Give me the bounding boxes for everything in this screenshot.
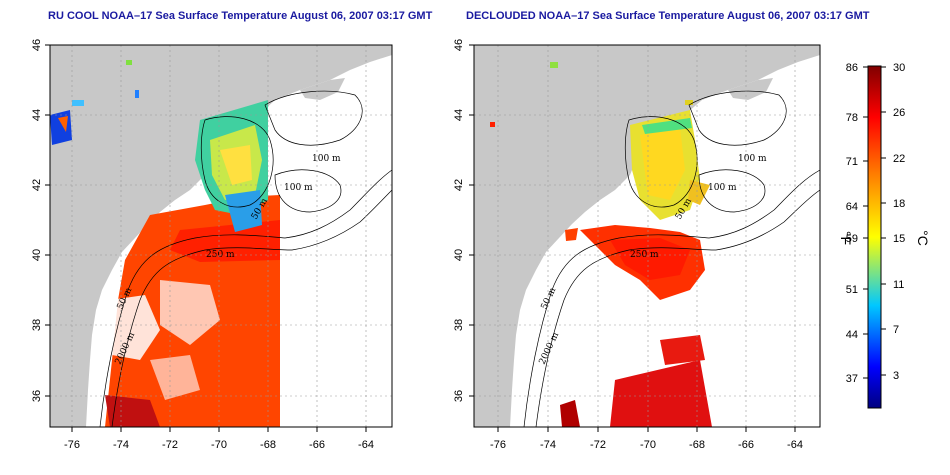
right-land <box>474 45 820 427</box>
celsius-tick-label: 3 <box>893 370 899 382</box>
x-tick-label: -66 <box>309 439 325 451</box>
y-tick-label: 42 <box>31 179 43 191</box>
fahrenheit-tick-label: 86 <box>846 62 858 74</box>
celsius-tick-label: 26 <box>893 107 905 119</box>
x-tick-label: -76 <box>64 439 80 451</box>
left-land <box>50 45 392 427</box>
fahrenheit-tick-label: 44 <box>846 329 858 341</box>
y-tick-label: 42 <box>453 179 465 191</box>
colorbar: 86 78 71 64 59 51 44 37 30 26 22 18 15 1… <box>838 62 931 409</box>
left-grid <box>50 45 392 427</box>
celsius-tick-label: 11 <box>893 279 904 291</box>
x-tick-label: -70 <box>640 439 656 451</box>
y-tick-label: 46 <box>453 39 465 51</box>
left-sst-swath <box>50 60 280 427</box>
x-tick-label: -72 <box>590 439 606 451</box>
x-tick-label: -68 <box>689 439 705 451</box>
celsius-tick-label: 22 <box>893 153 905 165</box>
left-y-tick-labels: 36 38 40 42 44 46 <box>31 39 43 402</box>
left-map-title: RU COOL NOAA–17 Sea Surface Temperature … <box>48 10 433 22</box>
fahrenheit-unit-label: °F <box>838 231 854 245</box>
fahrenheit-tick-label: 64 <box>846 201 858 213</box>
right-y-tick-labels: 36 38 40 42 44 46 <box>453 39 465 402</box>
celsius-tick-label: 18 <box>893 198 905 210</box>
x-tick-label: -64 <box>358 439 374 451</box>
right-x-tick-labels: -76 -74 -72 -70 -68 -66 -64 <box>490 439 803 451</box>
colorbar-f-labels: 86 78 71 64 59 51 44 37 <box>846 62 858 385</box>
x-tick-label: -70 <box>211 439 227 451</box>
right-tick-marks <box>469 44 796 432</box>
fahrenheit-tick-label: 59 <box>846 233 858 245</box>
y-tick-label: 40 <box>453 249 465 261</box>
fahrenheit-tick-label: 71 <box>846 156 858 168</box>
celsius-tick-label: 15 <box>893 233 905 245</box>
left-bathymetry-contours <box>99 90 392 427</box>
contour-label: 100 m <box>708 183 737 193</box>
colorbar-ramp <box>867 65 882 409</box>
celsius-unit-label: °C <box>915 230 931 246</box>
right-grid <box>474 45 820 427</box>
right-map-title: DECLOUDED NOAA–17 Sea Surface Temperatur… <box>466 10 870 22</box>
x-tick-label: -72 <box>162 439 178 451</box>
y-tick-label: 38 <box>453 319 465 331</box>
x-tick-label: -76 <box>490 439 506 451</box>
y-tick-label: 44 <box>31 109 43 121</box>
x-tick-label: -74 <box>113 439 129 451</box>
right-map: 100 m 100 m 50 m 250 m 50 m 2000 m <box>453 39 821 451</box>
left-nova-scotia <box>300 78 345 100</box>
left-x-tick-labels: -76 -74 -72 -70 -68 -66 -64 <box>64 439 374 451</box>
right-nova-scotia <box>728 78 773 100</box>
x-tick-label: -74 <box>540 439 556 451</box>
right-frame <box>473 44 821 428</box>
y-tick-label: 38 <box>31 319 43 331</box>
x-tick-label: -64 <box>787 439 803 451</box>
fahrenheit-tick-label: 51 <box>846 284 858 296</box>
y-tick-label: 36 <box>31 390 43 402</box>
fahrenheit-tick-label: 37 <box>846 373 858 385</box>
left-frame <box>49 44 393 428</box>
fahrenheit-tick-label: 78 <box>846 112 858 124</box>
right-bathymetry-contours <box>523 90 820 427</box>
left-map: 100 m 100 m 50 m 250 m 50 m 2000 m <box>31 39 393 451</box>
colorbar-c-labels: 30 26 22 18 15 11 7 3 <box>893 62 905 382</box>
celsius-tick-label: 30 <box>893 62 905 74</box>
colorbar-tick-marks <box>863 66 886 379</box>
y-tick-label: 44 <box>453 109 465 121</box>
right-sst-patches <box>490 62 712 427</box>
contour-label: 100 m <box>312 154 341 164</box>
x-tick-label: -68 <box>260 439 276 451</box>
y-tick-label: 46 <box>31 39 43 51</box>
y-tick-label: 40 <box>31 249 43 261</box>
left-tick-marks <box>45 44 367 432</box>
contour-label: 100 m <box>284 183 313 193</box>
contour-label: 100 m <box>738 154 767 164</box>
celsius-tick-label: 7 <box>893 324 899 336</box>
y-tick-label: 36 <box>453 390 465 402</box>
x-tick-label: -66 <box>738 439 754 451</box>
